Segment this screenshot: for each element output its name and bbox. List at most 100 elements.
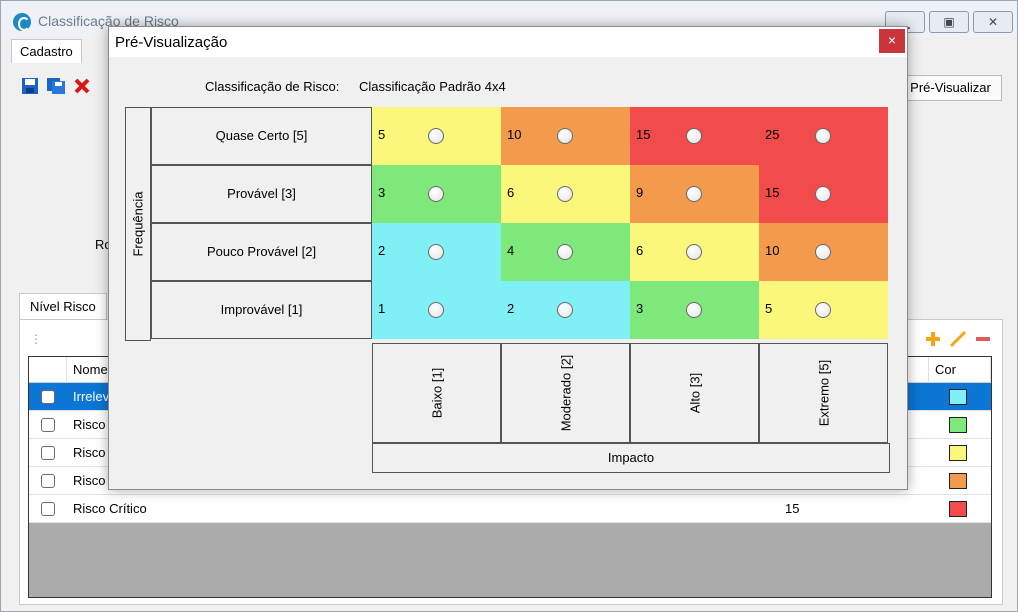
- main-toolbar: [19, 73, 93, 99]
- frequency-label: Frequência: [130, 191, 146, 257]
- row-name: Risco A: [73, 473, 118, 488]
- cell-radio[interactable]: [557, 244, 573, 260]
- matrix-cell: 10: [759, 223, 888, 281]
- add-icon[interactable]: [924, 330, 942, 351]
- maximize-button[interactable]: ▣: [929, 11, 969, 33]
- matrix-cell: 25: [759, 107, 888, 165]
- cell-radio[interactable]: [428, 244, 444, 260]
- row-name: Risco: [73, 445, 106, 460]
- cell-radio[interactable]: [428, 128, 444, 144]
- dialog-title: Pré-Visualização: [115, 34, 228, 51]
- cell-radio[interactable]: [557, 302, 573, 318]
- cell-value: 4: [507, 243, 515, 258]
- cell-value: 2: [378, 243, 386, 258]
- dialog-title-bar: Pré-Visualização ×: [109, 27, 907, 57]
- dialog-close-button[interactable]: ×: [879, 29, 905, 53]
- row-color-cell: [929, 439, 991, 467]
- impact-label: Impacto: [372, 443, 890, 473]
- cell-radio[interactable]: [815, 186, 831, 202]
- header-check: [29, 357, 67, 383]
- cell-radio[interactable]: [686, 186, 702, 202]
- color-swatch[interactable]: [949, 417, 967, 433]
- color-swatch[interactable]: [949, 501, 967, 517]
- frequency-axis-box: Frequência: [125, 107, 151, 341]
- matrix-cell: 10: [501, 107, 630, 165]
- save-icon[interactable]: [19, 75, 41, 97]
- cell-radio[interactable]: [428, 186, 444, 202]
- row-value: 15: [785, 501, 800, 516]
- classification-value: Classificação Padrão 4x4: [359, 79, 506, 94]
- cell-value: 3: [636, 301, 644, 316]
- matrix-cell: 1: [372, 281, 501, 339]
- menu-bar: Cadastro: [11, 39, 82, 63]
- cell-radio[interactable]: [428, 302, 444, 318]
- matrix-cell: 4: [501, 223, 630, 281]
- classification-label: Classificação de Risco:: [205, 79, 340, 94]
- preview-button[interactable]: Pré-Visualizar: [899, 75, 1002, 101]
- cell-radio[interactable]: [557, 186, 573, 202]
- cell-radio[interactable]: [686, 128, 702, 144]
- menu-cadastro[interactable]: Cadastro: [11, 39, 82, 63]
- hidden-label: Ro: [95, 237, 112, 252]
- preview-dialog: Pré-Visualização × Classificação de Risc…: [108, 26, 908, 490]
- list-toolbar: ⋮: [30, 328, 992, 356]
- frequency-row-label: Provável [3]: [151, 165, 372, 223]
- delete-icon[interactable]: [71, 75, 93, 97]
- toolbar-grip: ⋮: [30, 332, 42, 346]
- color-swatch[interactable]: [949, 473, 967, 489]
- save-all-icon[interactable]: [45, 75, 67, 97]
- cell-value: 3: [378, 185, 386, 200]
- row-color-cell: [929, 383, 991, 411]
- cell-value: 6: [507, 185, 515, 200]
- impact-column-text: Alto [3]: [687, 372, 702, 414]
- cell-value: 1: [378, 301, 386, 316]
- app-logo-icon: [13, 13, 31, 31]
- cell-value: 2: [507, 301, 515, 316]
- cell-radio[interactable]: [815, 302, 831, 318]
- cell-radio[interactable]: [686, 302, 702, 318]
- impact-column-label: Moderado [2]: [501, 343, 630, 443]
- cell-value: 5: [378, 127, 386, 142]
- edit-icon[interactable]: [948, 330, 968, 351]
- cell-value: 10: [765, 243, 780, 258]
- impact-column-text: Moderado [2]: [558, 354, 573, 432]
- matrix-cell: 2: [501, 281, 630, 339]
- frequency-row-label: Improvável [1]: [151, 281, 372, 339]
- cell-radio[interactable]: [686, 244, 702, 260]
- row-checkbox[interactable]: [41, 474, 55, 488]
- impact-column-label: Alto [3]: [630, 343, 759, 443]
- cell-value: 10: [507, 127, 522, 142]
- row-checkbox[interactable]: [41, 446, 55, 460]
- matrix-cell: 3: [630, 281, 759, 339]
- matrix-cell: 3: [372, 165, 501, 223]
- tab-nivel-risco[interactable]: Nível Risco: [19, 293, 107, 319]
- cell-radio[interactable]: [815, 128, 831, 144]
- header-value: [779, 357, 929, 383]
- row-color-cell: [929, 467, 991, 495]
- matrix-cell: 5: [759, 281, 888, 339]
- impact-column-label: Baixo [1]: [372, 343, 501, 443]
- header-cor: Cor: [929, 357, 991, 383]
- main-window-title: Classificação de Risco: [38, 13, 179, 29]
- matrix-cell: 5: [372, 107, 501, 165]
- row-name: Irreleva: [73, 389, 117, 404]
- cell-value: 9: [636, 185, 644, 200]
- cell-value: 15: [636, 127, 651, 142]
- cell-radio[interactable]: [815, 244, 831, 260]
- matrix-cell: 9: [630, 165, 759, 223]
- row-name: Risco Crítico: [73, 501, 147, 516]
- matrix-cell: 15: [630, 107, 759, 165]
- row-checkbox[interactable]: [41, 390, 55, 404]
- row-checkbox[interactable]: [41, 418, 55, 432]
- remove-icon[interactable]: [974, 330, 992, 351]
- color-swatch[interactable]: [949, 389, 967, 405]
- cell-value: 25: [765, 127, 780, 142]
- color-swatch[interactable]: [949, 445, 967, 461]
- cell-radio[interactable]: [557, 128, 573, 144]
- table-row[interactable]: Risco Crítico 15: [29, 495, 991, 523]
- close-window-button[interactable]: ✕: [973, 11, 1013, 33]
- row-checkbox[interactable]: [41, 502, 55, 516]
- row-color-cell: [929, 411, 991, 439]
- tab-strip: Nível Risco: [19, 293, 107, 319]
- cell-value: 5: [765, 301, 773, 316]
